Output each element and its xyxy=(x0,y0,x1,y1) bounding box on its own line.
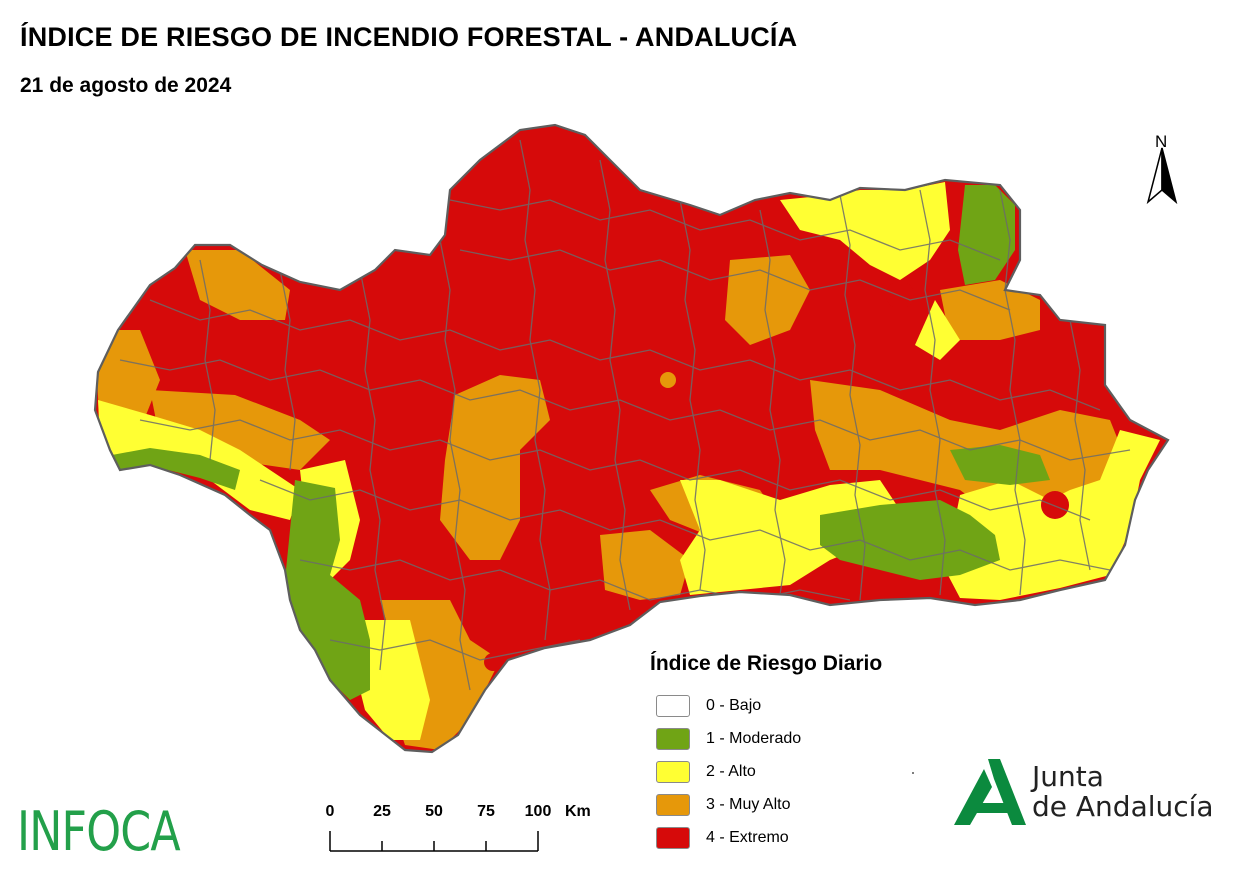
hotspot-almeria xyxy=(1041,491,1069,519)
legend-label: 1 - Moderado xyxy=(706,730,802,747)
zone-alto-jaen-north xyxy=(780,182,950,280)
zone-muy-alto-malaga xyxy=(600,530,690,600)
zone-alto-cadiz-south xyxy=(355,620,430,740)
legend-item-alto: 2 - Alto xyxy=(656,760,756,784)
legend-swatch-extremo xyxy=(656,827,690,849)
scale-tick-label: 100 xyxy=(524,803,552,820)
map-title: ÍNDICE DE RIESGO DE INCENDIO FORESTAL - … xyxy=(20,22,798,52)
legend-swatch-moderado xyxy=(656,728,690,750)
scale-tick-label: 75 xyxy=(477,803,495,820)
legend-label: 3 - Muy Alto xyxy=(706,796,791,813)
north-arrow-icon xyxy=(1146,147,1178,205)
scale-tick-label: 50 xyxy=(425,803,443,820)
zone-alto-granada-coast xyxy=(680,480,900,595)
scale-units: Km xyxy=(565,803,591,820)
zone-muy-alto-huelva-north xyxy=(185,250,290,320)
legend-swatch-bajo xyxy=(656,695,690,717)
hotspot-malaga xyxy=(484,653,502,671)
map-date: 21 de agosto de 2024 xyxy=(20,74,232,97)
map-dot xyxy=(912,772,914,774)
junta-andalucia-logo-icon xyxy=(954,759,1026,825)
scale-tick-label: 0 xyxy=(325,803,335,820)
junta-andalucia-wordmark: Junta de Andalucía xyxy=(1032,762,1214,822)
zone-moderado-donana xyxy=(112,448,240,490)
zone-alto-cazorla xyxy=(915,300,960,360)
risk-fill xyxy=(95,125,1168,752)
municipal-boundaries xyxy=(119,139,1131,691)
scale-bar-lines xyxy=(329,831,539,852)
legend: Índice de Riesgo Diario 0 - Bajo 1 - Mod… xyxy=(650,652,950,852)
legend-label: 2 - Alto xyxy=(706,763,756,780)
north-label: N xyxy=(1155,132,1168,151)
legend-title: Índice de Riesgo Diario xyxy=(650,652,883,675)
hotspot-jaen xyxy=(886,281,914,309)
zone-muy-alto-jaen xyxy=(725,255,810,345)
zone-moderado-segura xyxy=(958,185,1015,285)
zone-moderado-sierra-nevada xyxy=(820,500,1000,580)
andalucia-line: de Andalucía xyxy=(1032,790,1214,823)
zone-moderado-cadiz xyxy=(285,480,370,700)
infoca-logo: INFOCA xyxy=(17,800,181,863)
zone-muy-alto-sevilla xyxy=(440,375,550,560)
legend-swatch-muy-alto xyxy=(656,794,690,816)
junta-line: Junta xyxy=(1032,760,1104,793)
hotspot-cordoba xyxy=(660,372,676,388)
legend-item-bajo: 0 - Bajo xyxy=(656,694,761,718)
zone-muy-alto-north-east xyxy=(940,280,1040,340)
scale-bar: 0 25 50 75 100 Km xyxy=(320,800,610,860)
legend-item-moderado: 1 - Moderado xyxy=(656,727,801,751)
legend-label: 0 - Bajo xyxy=(706,697,762,714)
legend-item-extremo: 4 - Extremo xyxy=(656,826,789,850)
legend-label: 4 - Extremo xyxy=(706,829,789,846)
legend-item-muy-alto: 3 - Muy Alto xyxy=(656,793,790,817)
zone-moderado-baza xyxy=(950,445,1050,485)
scale-tick-label: 25 xyxy=(373,803,391,820)
legend-swatch-alto xyxy=(656,761,690,783)
